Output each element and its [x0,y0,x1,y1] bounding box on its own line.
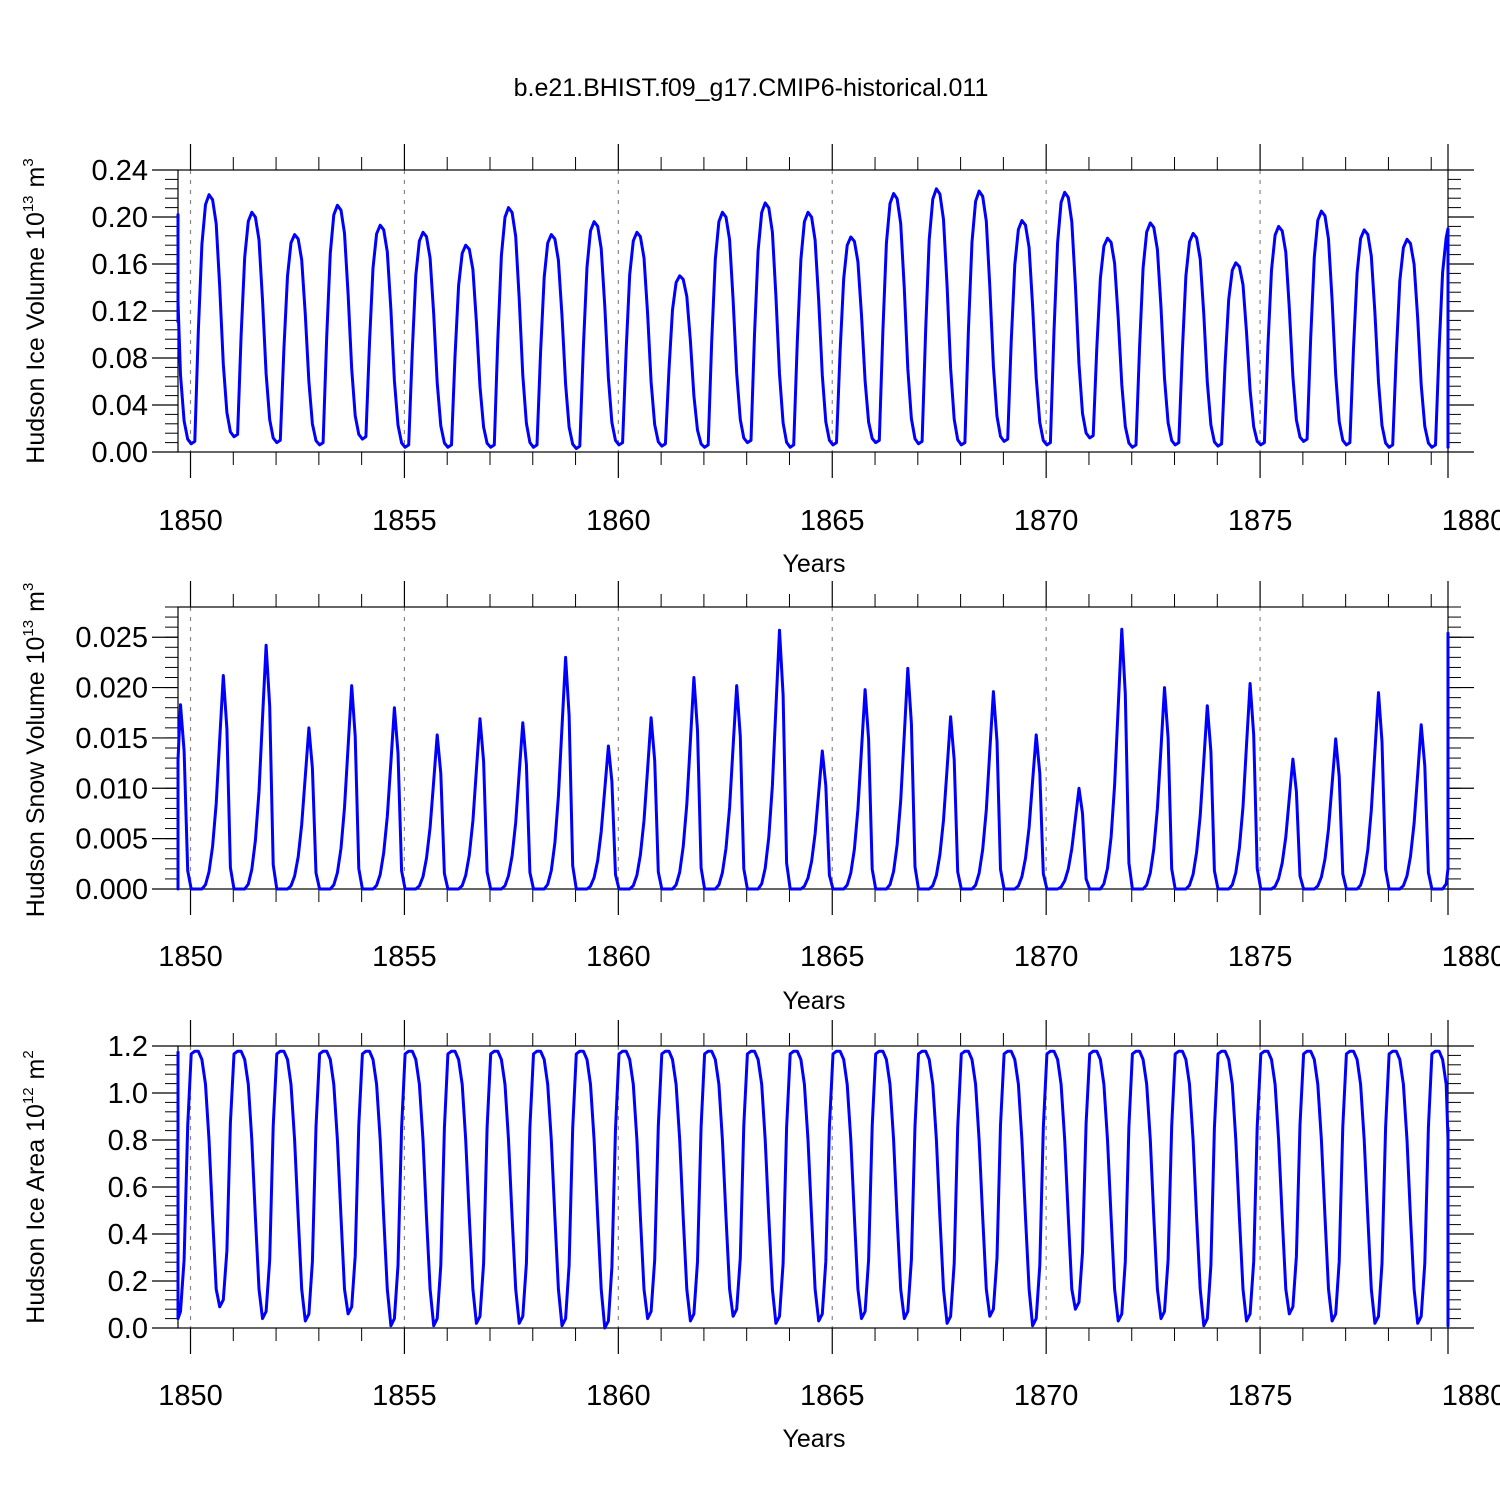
x-tick-label: 1850 [158,941,223,973]
y-axis-label-ylabel-unit: m [22,1059,50,1080]
y-axis-label-ylabel-unit: m [22,167,50,188]
y-tick-label: 0.6 [108,1172,148,1204]
y-tick-label: 0.20 [92,202,148,234]
chart-title: b.e21.BHIST.f09_g17.CMIP6-historical.011 [514,74,989,102]
x-tick-label: 1855 [372,1380,437,1412]
y-tick-label: 0.08 [92,343,148,375]
y-axis-label-ylabel-main: Hudson Ice Area 10 [22,1104,50,1324]
y-axis-label-ylabel-exp: 12 [20,1087,37,1104]
y-tick-label: 1.2 [108,1031,148,1063]
x-tick-label: 1860 [586,1380,651,1412]
x-tick-label: 1875 [1228,1380,1293,1412]
x-tick-label: 1855 [372,505,437,537]
x-tick-label: 1860 [586,941,651,973]
y-axis-label-ylabel-unit-exp: 3 [20,583,37,591]
x-tick-label: 1865 [800,941,865,973]
y-axis-label: Hudson Ice Area 1012 m2 [20,1050,50,1323]
chart-panel-2: 0.000 0.005 0.010 0.015 0.020 0.025 1850 1855 18… [20,581,1500,1015]
y-tick-label: 0.04 [92,390,148,422]
plot-frame [177,169,1449,453]
x-tick-label: 1875 [1228,941,1293,973]
y-tick-label: 0.015 [75,723,148,755]
y-tick-label: 0.020 [75,673,148,705]
x-axis-label: Years [782,987,845,1015]
x-tick-label: 1860 [586,505,651,537]
x-tick-label: 1880 [1442,1380,1500,1412]
y-axis-label-ylabel-unit: m [22,591,50,612]
x-tick-label: 1870 [1014,505,1079,537]
x-tick-label: 1865 [800,505,865,537]
plot-frame [177,1045,1449,1329]
x-tick-label: 1865 [800,1380,865,1412]
chart-panel-3: 0.0 0.2 0.4 0.6 0.8 1.0 1.2 1850 1855 1860 1865 187… [20,1020,1500,1453]
y-tick-label: 0.24 [92,155,148,187]
y-tick-label: 0.010 [75,773,148,805]
y-tick-label: 0.16 [92,249,148,281]
y-axis-label-ylabel-exp: 13 [20,620,37,637]
series-line [176,627,1450,891]
series-line [176,187,1450,450]
x-tick-label: 1870 [1014,941,1079,973]
x-tick-label: 1875 [1228,505,1293,537]
y-axis-label-ylabel-main: Hudson Snow Volume 10 [22,637,50,918]
x-tick-label: 1850 [158,1380,223,1412]
y-axis-label: Hudson Snow Volume 1013 m3 [20,583,50,918]
y-tick-label: 0.005 [75,824,148,856]
y-tick-label: 1.0 [108,1078,148,1110]
y-axis-label-ylabel-exp: 13 [20,195,37,212]
x-tick-label: 1880 [1442,505,1500,537]
chart-panel-1: 0.00 0.04 0.08 0.12 0.16 0.20 0.24 1850 1855 1860… [20,144,1500,578]
y-axis-label-ylabel-unit-exp: 3 [20,158,37,166]
y-tick-label: 0.0 [108,1313,148,1345]
y-tick-label: 0.2 [108,1266,148,1298]
x-tick-label: 1850 [158,505,223,537]
y-axis-label: Hudson Ice Volume 1013 m3 [20,158,50,463]
x-tick-label: 1870 [1014,1380,1079,1412]
y-tick-label: 0.025 [75,622,148,654]
y-tick-label: 0.000 [75,874,148,906]
y-tick-label: 0.4 [108,1219,148,1251]
x-tick-label: 1880 [1442,941,1500,973]
y-tick-label: 0.12 [92,296,148,328]
series-line [176,1049,1450,1330]
x-axis-label: Years [782,550,845,578]
y-tick-label: 0.8 [108,1125,148,1157]
x-tick-label: 1855 [372,941,437,973]
x-axis-label: Years [782,1425,845,1453]
y-tick-label: 0.00 [92,437,148,469]
y-axis-label-ylabel-main: Hudson Ice Volume 10 [22,212,50,464]
y-axis-label-ylabel-unit-exp: 2 [20,1050,37,1058]
